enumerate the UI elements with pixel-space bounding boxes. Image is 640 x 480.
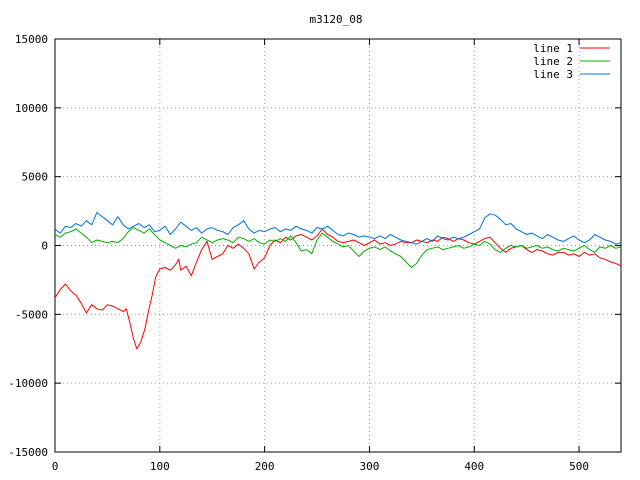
x-tick-label: 100 [150, 460, 170, 473]
legend-label-2: line 2 [533, 55, 573, 68]
x-tick-label: 400 [464, 460, 484, 473]
y-tick-label: -5000 [15, 308, 48, 321]
y-tick-label: 10000 [15, 102, 48, 115]
series-line-2 [54, 227, 622, 268]
y-tick-label: 5000 [22, 171, 49, 184]
legend-label-3: line 3 [533, 68, 573, 81]
chart-title: m3120_08 [310, 13, 363, 26]
x-tick-label: 500 [569, 460, 589, 473]
plot-frame [54, 38, 622, 453]
y-tick-label: 15000 [15, 33, 48, 46]
series-group [54, 212, 622, 350]
y-tick-label: -15000 [8, 446, 48, 459]
grid [55, 39, 621, 452]
x-tick-label: 0 [52, 460, 59, 473]
series-line-1 [54, 228, 622, 350]
y-tick-label: -10000 [8, 377, 48, 390]
x-tick-label: 300 [360, 460, 380, 473]
x-tick-label: 200 [255, 460, 275, 473]
series-line-3 [54, 212, 622, 245]
y-tick-label: 0 [41, 240, 48, 253]
axis-ticks: 0 100 200 300 400 500 -15000 -10000 -5000 0 5000 10… [8, 33, 621, 473]
legend-label-1: line 1 [533, 42, 573, 55]
